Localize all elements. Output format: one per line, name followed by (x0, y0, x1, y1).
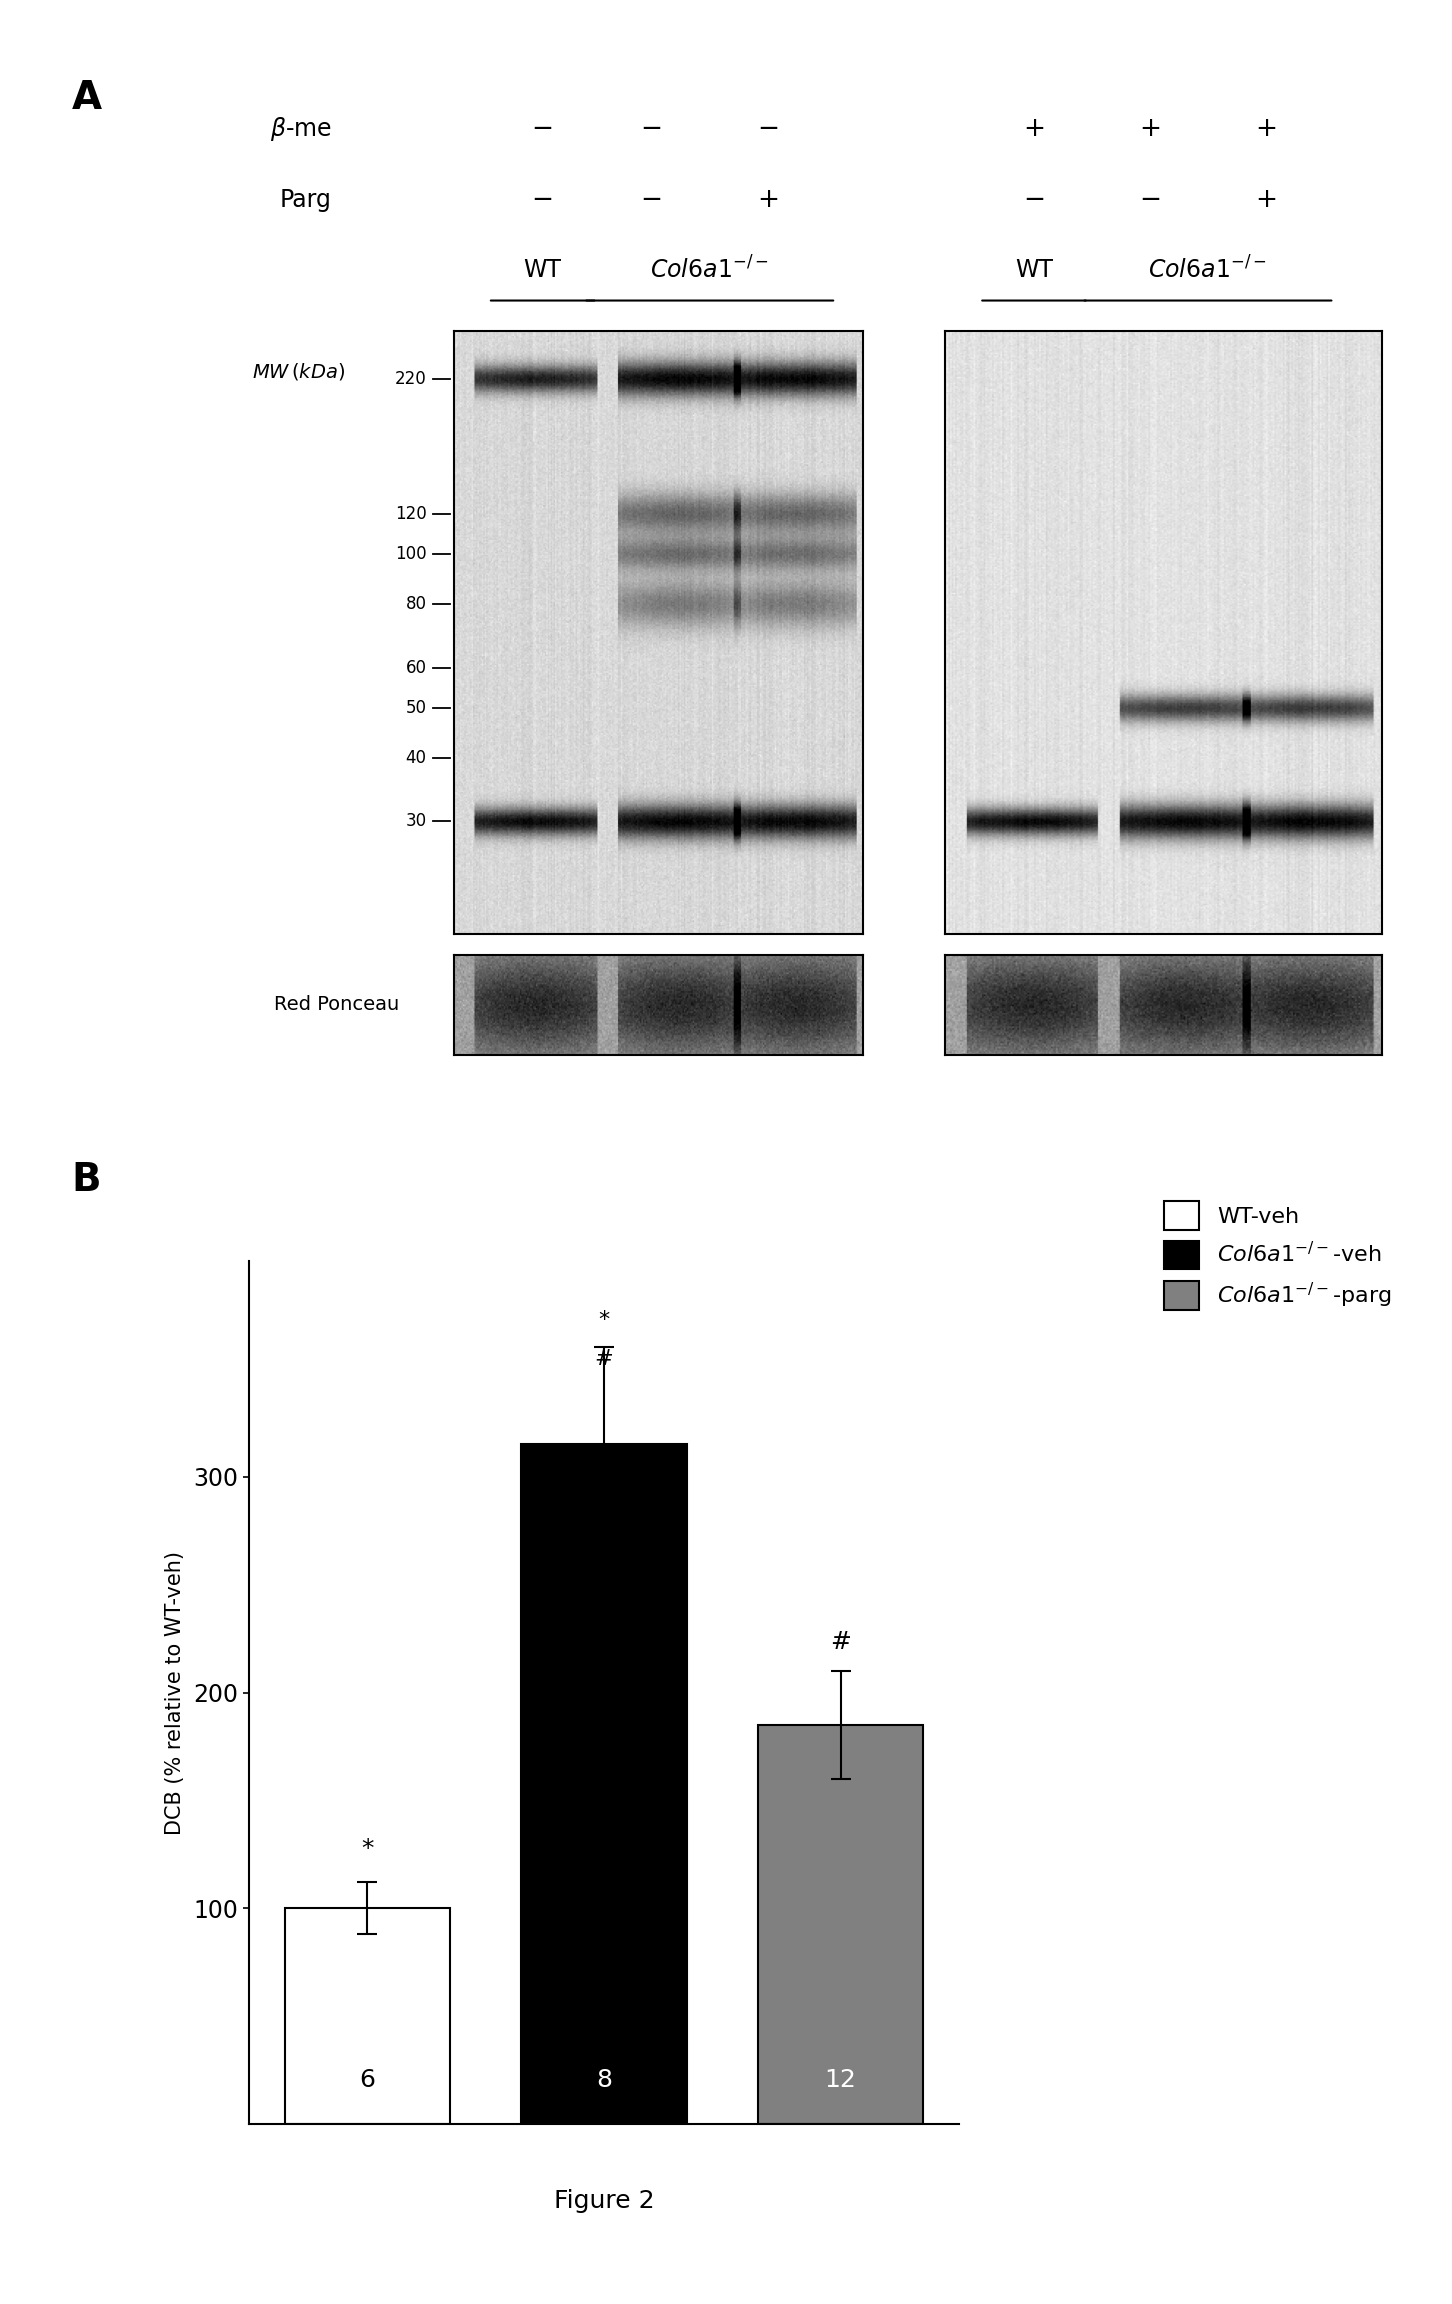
Text: $\mathit{Col6a1}^{-/-}$: $\mathit{Col6a1}^{-/-}$ (1149, 256, 1268, 283)
Text: −: − (531, 118, 553, 143)
Text: A: A (71, 78, 102, 118)
Text: $\it{MW\/(kDa)}$: $\it{MW\/(kDa)}$ (251, 362, 344, 382)
Text: −: − (1138, 187, 1162, 212)
Text: +: + (1024, 118, 1045, 143)
Text: +: + (1255, 187, 1276, 212)
Text: +: + (1255, 118, 1276, 143)
Text: WT: WT (524, 258, 562, 283)
Text: 40: 40 (405, 749, 427, 767)
Text: Figure 2: Figure 2 (553, 2189, 655, 2212)
Text: 50: 50 (405, 698, 427, 717)
Text: 80: 80 (405, 594, 427, 613)
Text: 100: 100 (395, 546, 427, 562)
Text: +: + (756, 187, 778, 212)
Text: 60: 60 (405, 659, 427, 677)
Text: $\mathit{Col6a1}^{-/-}$: $\mathit{Col6a1}^{-/-}$ (650, 256, 770, 283)
Text: −: − (531, 187, 553, 212)
Text: Red Ponceau: Red Ponceau (274, 995, 399, 1014)
Text: −: − (756, 118, 778, 143)
Text: WT: WT (1015, 258, 1053, 283)
Text: −: − (1022, 187, 1045, 212)
Text: 30: 30 (405, 813, 427, 829)
Text: −: − (640, 118, 664, 143)
Text: Parg: Parg (279, 189, 331, 212)
Text: −: − (640, 187, 664, 212)
Text: 120: 120 (395, 505, 427, 523)
Text: +: + (1138, 118, 1162, 143)
Legend: WT-veh, $\mathit{Col6a1}^{-/-}$-veh, $\mathit{Col6a1}^{-/-}$-parg: WT-veh, $\mathit{Col6a1}^{-/-}$-veh, $\m… (1157, 1193, 1398, 1316)
Text: $\it{\beta}$-me: $\it{\beta}$-me (270, 115, 331, 143)
Text: 220: 220 (395, 371, 427, 387)
Text: B: B (71, 1161, 102, 1200)
